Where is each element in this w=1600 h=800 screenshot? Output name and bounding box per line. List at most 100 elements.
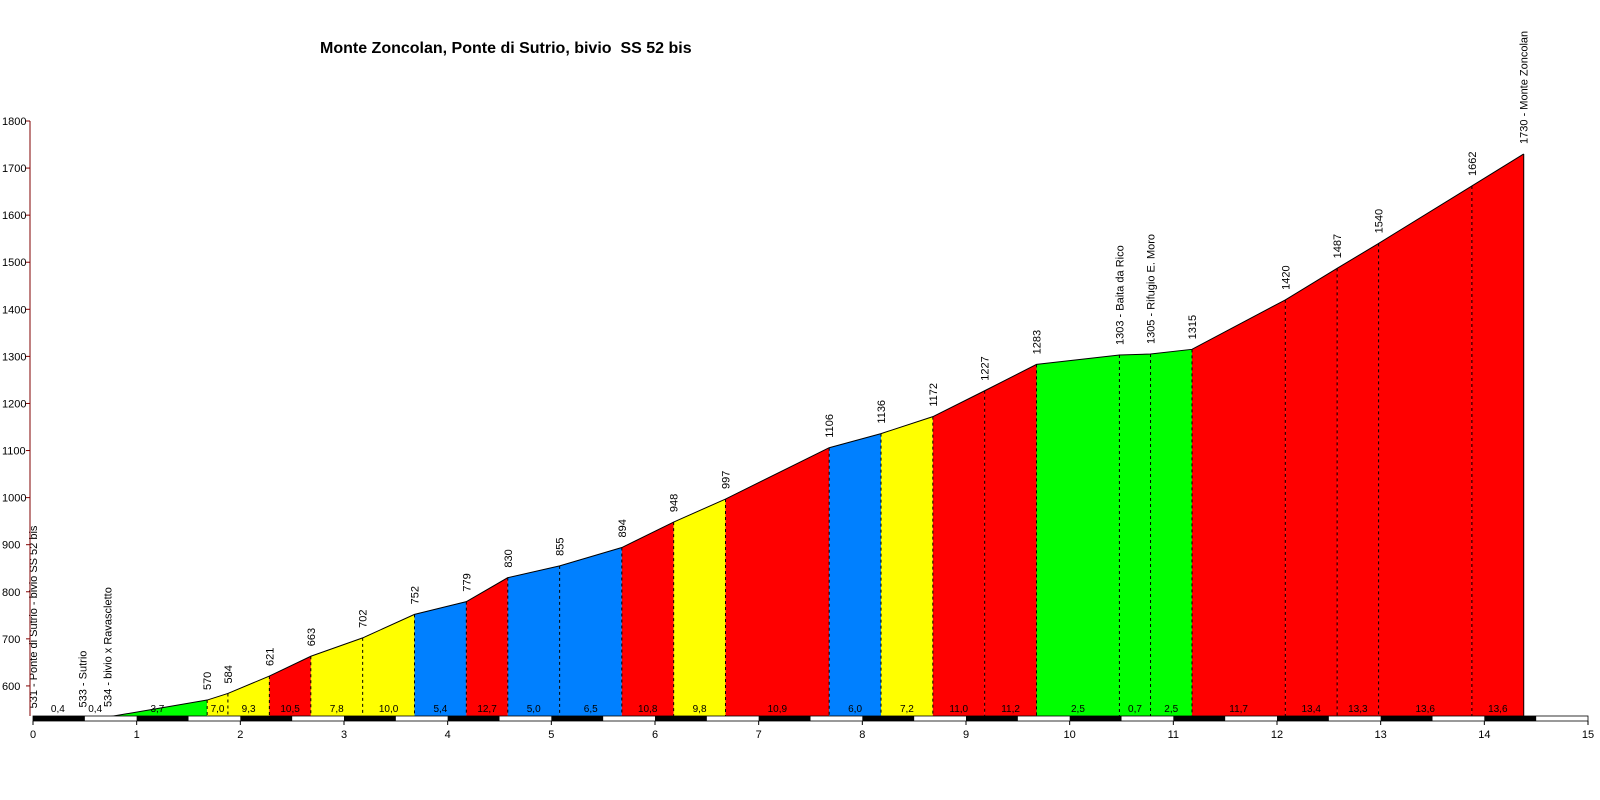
x-tick-label: 15 [1582,729,1594,741]
elevation-label: 830 [503,549,515,567]
elevation-label: 997 [720,471,732,489]
segment-fill [984,364,1037,716]
elevation-label: 1540 [1374,209,1386,233]
grade-label: 10,8 [638,704,658,715]
elevation-label: 948 [669,494,681,512]
x-tick-label: 8 [859,729,865,741]
elevation-label: 779 [461,573,473,591]
x-axis: 0 1 2 3 4 5 6 7 8 9 10 11 12 13 14 15 [30,715,1594,741]
segment-fill [932,390,985,716]
x-tick-label: 13 [1375,729,1387,741]
grade-label: 5,4 [433,704,447,715]
grade-label: 11,0 [949,704,968,715]
elevation-label: 855 [555,538,567,556]
grade-label: 0,4 [51,704,65,715]
segment-fill [725,447,830,716]
elevation-label: 570 [202,672,214,690]
segment-fill [829,433,881,716]
elevation-label: 1136 [876,400,888,424]
y-axis: 600 700 800 900 1000 1100 1200 1300 1400 1500 1600… [2,116,31,716]
grade-label: 13,3 [1348,704,1368,715]
x-axis-block [862,716,915,721]
elevation-label: 1303 - Baita da Rico [1114,245,1126,345]
y-tick-label: 700 [2,634,20,646]
grade-label: 6,0 [848,704,862,715]
elevation-label: 752 [409,586,421,604]
x-tick-label: 10 [1064,729,1076,741]
profile-line [32,153,1524,719]
segment-fill [466,577,508,716]
elevation-label: 1227 [980,356,992,380]
x-tick-label: 0 [30,729,36,741]
grade-label: 9,3 [242,704,256,715]
grade-label: 13,6 [1488,704,1508,715]
segment-fill [621,522,674,716]
x-tick-label: 11 [1168,729,1179,741]
grade-label: 0,7 [1128,704,1142,715]
x-tick-label: 6 [652,729,658,741]
elevation-label: 621 [264,648,276,666]
segment-fill [1191,299,1286,716]
elevation-label: 1305 - Rifugio E. Moro [1146,234,1158,344]
grade-label: 7,8 [330,704,344,715]
x-axis-block [551,716,604,721]
x-axis-block [758,716,811,721]
x-axis-block [1069,716,1122,721]
y-tick-label: 600 [2,681,20,693]
grade-label: 13,4 [1301,704,1321,715]
y-tick-label: 1500 [2,257,26,269]
x-axis-block [966,716,1018,721]
grade-label: 10,0 [379,704,399,715]
segment-fill [1378,185,1472,716]
y-tick-label: 1300 [2,351,26,363]
segment-fill [880,416,933,716]
y-tick-label: 1400 [2,304,26,316]
x-tick-label: 3 [341,729,347,741]
x-axis-block [447,716,500,721]
grade-label: 12,7 [477,704,497,715]
x-tick-label: 1 [134,729,140,741]
segment-fill [207,693,228,716]
segment-fills [33,153,1524,719]
segment-fill [1150,349,1192,716]
x-tick-label: 5 [548,729,554,741]
elevation-label: 1420 [1280,265,1292,289]
grade-label: 6,5 [584,704,598,715]
grade-labels: 0,4 0,4 3,7 7,0 9,3 10,5 7,8 10,0 5,4 12,7 5,0 6,5 1… [51,704,1508,715]
grade-label: 13,6 [1416,704,1436,715]
y-tick-label: 900 [2,540,20,552]
y-tick-label: 1700 [2,163,26,175]
x-axis-block [344,716,396,721]
grade-label: 11,7 [1229,704,1248,715]
elevation-label: 1283 [1031,330,1043,354]
segment-fill [1285,268,1338,716]
x-tick-label: 9 [963,729,969,741]
elevation-label: 894 [617,519,629,537]
segment-fill [362,614,415,716]
grade-label: 9,8 [693,704,707,715]
elevation-label: 1106 [824,414,836,438]
elevation-label: 534 - bivio x Ravascletto [103,587,115,707]
x-axis-block [1173,716,1226,721]
grade-label: 7,0 [211,704,225,715]
x-axis-block [1484,716,1537,721]
y-tick-label: 1200 [2,398,26,410]
x-axis-block [655,716,707,721]
elevation-label: 1315 [1187,315,1199,339]
grade-label: 10,5 [280,704,300,715]
grade-label: 2,5 [1071,704,1085,715]
y-tick-label: 1600 [2,210,26,222]
y-tick-label: 1000 [2,493,26,505]
elevation-label: 1662 [1467,151,1479,175]
segment-fill [1036,354,1120,716]
elevation-label: 663 [306,628,318,646]
elevation-label: 584 [223,665,235,683]
x-tick-label: 14 [1478,729,1490,741]
segment-fill [1337,243,1379,716]
segment-dividers [82,185,1473,718]
elevation-label: 1730 - Monte Zoncolan [1519,31,1531,144]
y-tick-label: 800 [2,587,20,599]
elevation-label: 702 [358,610,370,628]
y-tick-label: 1100 [2,446,26,458]
